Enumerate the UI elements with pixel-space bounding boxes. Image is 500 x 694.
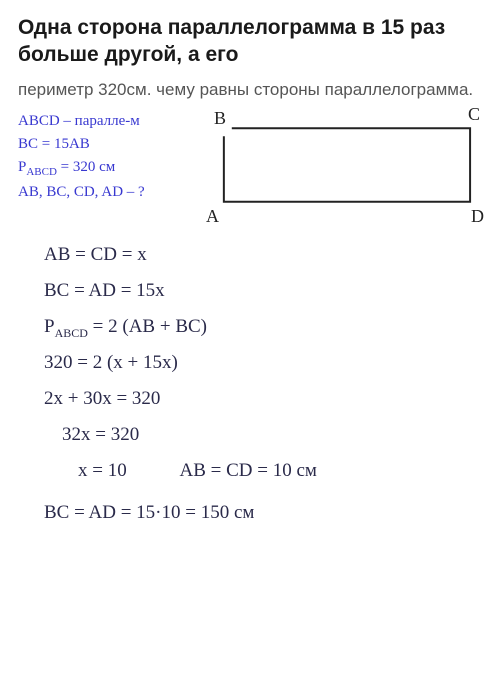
problem-title: Одна сторона параллелограмма в 15 раз бо… (18, 14, 482, 69)
parallelogram-svg (204, 110, 482, 225)
given-line-4: AB, BC, CD, AD – ? (18, 181, 198, 204)
sol-p: P (44, 316, 55, 337)
given-row: ABCD – паралле-м BC = 15AB PABCD = 320 с… (18, 110, 482, 225)
p-sub: ABCD (26, 166, 57, 178)
sol-line-8: BC = AD = 15·10 = 150 см (44, 495, 482, 531)
problem-subtitle: периметр 320см. чему равны стороны парал… (18, 79, 482, 102)
sol-ab-cd: AB = CD = 10 см (179, 453, 316, 489)
vertex-a: A (206, 206, 219, 227)
sol-p-sub: ABCD (55, 326, 88, 340)
given-block: ABCD – паралле-м BC = 15AB PABCD = 320 с… (18, 110, 198, 205)
vertex-c: C (468, 104, 480, 125)
parallelogram-shape (224, 128, 470, 201)
sol-line-3: PABCD = 2 (AB + BC) (44, 309, 482, 345)
vertex-d: D (471, 206, 484, 227)
sol-line-4: 320 = 2 (x + 15x) (44, 345, 482, 381)
sol-line-6: 32x = 320 (44, 417, 482, 453)
sol-p-rest: = 2 (AB + BC) (88, 316, 207, 337)
parallelogram-diagram: B C A D (204, 110, 482, 225)
sol-x: x = 10 (78, 460, 127, 481)
given-line-2: BC = 15AB (18, 133, 198, 156)
solution-block: AB = CD = x BC = AD = 15x PABCD = 2 (AB … (18, 237, 482, 532)
sol-line-1: AB = CD = x (44, 237, 482, 273)
sol-line-5: 2x + 30x = 320 (44, 381, 482, 417)
sol-line-2: BC = AD = 15x (44, 273, 482, 309)
p-value: = 320 см (57, 159, 115, 175)
given-line-3: PABCD = 320 см (18, 156, 198, 181)
vertex-b: B (214, 108, 226, 129)
sol-line-7: x = 10 AB = CD = 10 см (44, 453, 482, 489)
given-line-1: ABCD – паралле-м (18, 110, 198, 133)
